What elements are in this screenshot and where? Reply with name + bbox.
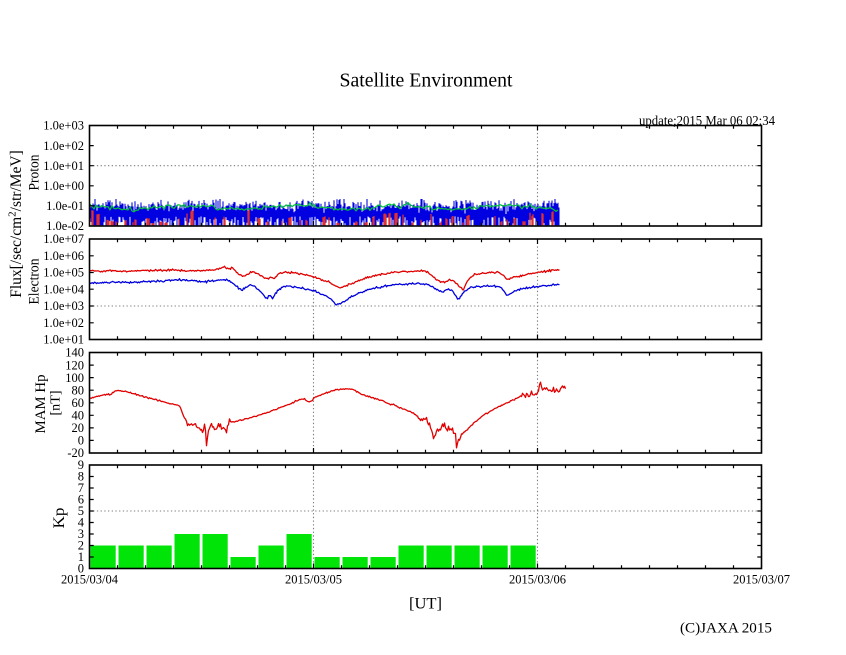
svg-text:100: 100 — [65, 371, 84, 385]
svg-text:120: 120 — [65, 358, 84, 372]
svg-text:6: 6 — [78, 493, 84, 507]
svg-text:4: 4 — [78, 516, 85, 530]
svg-text:7: 7 — [78, 481, 84, 495]
svg-text:9: 9 — [78, 458, 84, 472]
svg-text:[nT]: [nT] — [48, 391, 63, 416]
svg-text:0: 0 — [78, 562, 84, 576]
svg-text:5: 5 — [78, 504, 84, 518]
svg-text:1.0e+00: 1.0e+00 — [43, 179, 84, 193]
svg-text:60: 60 — [72, 396, 85, 410]
svg-text:[UT]: [UT] — [409, 596, 442, 613]
svg-text:1.0e+01: 1.0e+01 — [43, 333, 84, 347]
svg-text:40: 40 — [72, 409, 85, 423]
svg-text:8: 8 — [78, 470, 84, 484]
svg-text:2015/03/05: 2015/03/05 — [285, 573, 342, 587]
svg-text:2: 2 — [78, 539, 84, 553]
svg-text:1.0e+05: 1.0e+05 — [43, 266, 84, 280]
svg-text:update;2015 Mar 06 02:34: update;2015 Mar 06 02:34 — [639, 113, 775, 128]
svg-text:80: 80 — [72, 383, 85, 397]
svg-text:1.0e+06: 1.0e+06 — [43, 249, 84, 263]
svg-text:2015/03/06: 2015/03/06 — [509, 573, 566, 587]
svg-text:140: 140 — [65, 346, 84, 360]
svg-text:-20: -20 — [67, 446, 84, 460]
svg-text:Satellite Environment: Satellite Environment — [340, 71, 514, 92]
svg-text:1.0e+02: 1.0e+02 — [43, 139, 84, 153]
svg-text:2015/03/07: 2015/03/07 — [733, 573, 790, 587]
svg-text:Electron: Electron — [27, 258, 43, 305]
svg-text:1.0e+07: 1.0e+07 — [43, 232, 84, 246]
svg-text:1.0e+02: 1.0e+02 — [43, 316, 84, 330]
svg-text:1.0e-02: 1.0e-02 — [46, 219, 84, 233]
svg-text:3: 3 — [78, 527, 84, 541]
svg-text:1.0e+04: 1.0e+04 — [43, 282, 84, 296]
svg-text:20: 20 — [72, 421, 85, 435]
svg-text:Proton: Proton — [27, 154, 43, 191]
svg-text:2015/03/04: 2015/03/04 — [61, 573, 119, 587]
svg-text:Flux[/sec/cm2/str/MeV]: Flux[/sec/cm2/str/MeV] — [7, 150, 26, 298]
svg-text:1.0e+03: 1.0e+03 — [43, 119, 84, 133]
svg-text:0: 0 — [78, 434, 84, 448]
svg-text:MAM Hp: MAM Hp — [33, 375, 49, 434]
svg-text:1.0e+01: 1.0e+01 — [43, 159, 84, 173]
svg-text:1.0e-01: 1.0e-01 — [46, 199, 84, 213]
svg-text:1.0e+03: 1.0e+03 — [43, 299, 84, 313]
svg-text:Kp: Kp — [51, 507, 68, 528]
svg-text:1: 1 — [78, 550, 84, 564]
svg-text:(C)JAXA 2015: (C)JAXA 2015 — [680, 621, 772, 637]
